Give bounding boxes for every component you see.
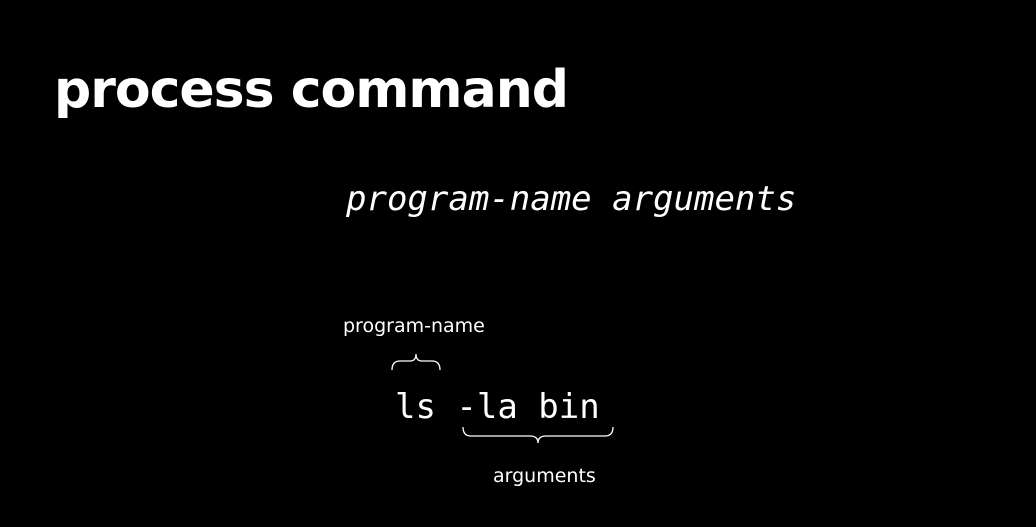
arguments-label: arguments: [493, 465, 596, 487]
program-name-label: program-name: [343, 315, 485, 337]
program-name-brace: [391, 353, 441, 371]
arguments-brace: [462, 426, 614, 444]
slide-title: process command: [54, 60, 569, 120]
example-command: ls -la bin: [395, 387, 600, 427]
command-syntax: program-name arguments: [346, 179, 797, 219]
